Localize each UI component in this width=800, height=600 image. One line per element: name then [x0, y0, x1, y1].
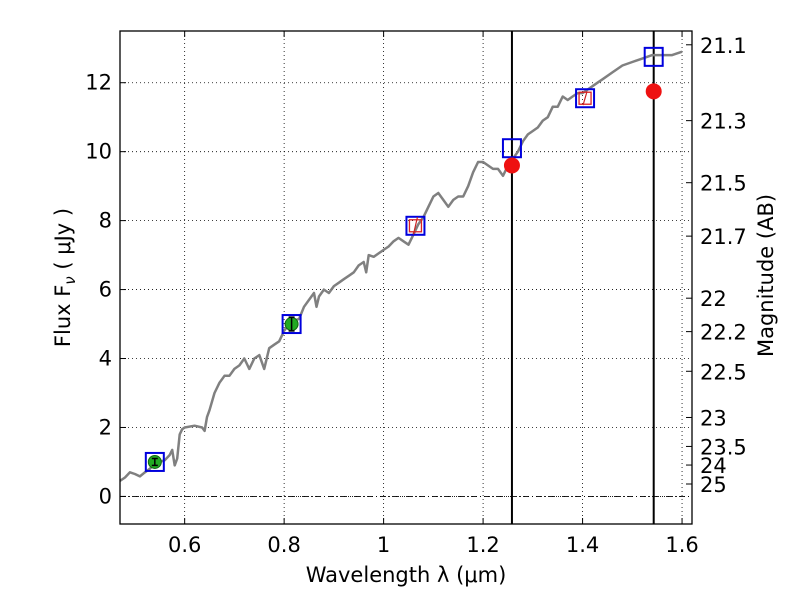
- y2-tick-label: 22.2: [700, 321, 747, 345]
- grid: [120, 31, 692, 524]
- red-point: [645, 83, 662, 100]
- model-box-marker: [281, 314, 302, 335]
- marker-layer: [144, 46, 664, 472]
- y-tick-label: 6: [99, 278, 112, 302]
- x-tick-label: 1: [377, 533, 390, 557]
- y-axis-label-main: Flux F: [51, 285, 75, 347]
- red-open-point: [578, 91, 592, 105]
- red-point: [503, 157, 520, 174]
- model-box-marker: [575, 88, 596, 109]
- y-tick-label: 8: [99, 209, 112, 233]
- model-box-marker: [501, 138, 522, 159]
- y2-tick-label: 21.7: [700, 225, 747, 249]
- y2-axis-label: Magnitude (AB): [754, 194, 778, 357]
- ticks: 0.6 0.8 1 1.2 1.4 1.602468101221.121.321.521.…: [85, 31, 747, 557]
- reference-lines: [120, 31, 692, 524]
- y2-tick-label: 22: [700, 287, 727, 311]
- x-tick-label: 1.4: [566, 533, 599, 557]
- y-tick-label: 2: [99, 415, 112, 439]
- y-axis-label-subscript: ν: [61, 276, 79, 284]
- model-box-marker: [643, 46, 664, 67]
- spectrum-line: [119, 50, 683, 482]
- y2-tick-label: 21.5: [700, 172, 747, 196]
- y2-tick-label: 21.3: [700, 110, 747, 134]
- x-tick-label: 0.8: [267, 533, 300, 557]
- model-box-marker: [144, 451, 165, 472]
- model-box-marker: [405, 215, 426, 236]
- y2-tick-label: 22.5: [700, 360, 747, 384]
- y2-tick-label: 23.5: [700, 435, 747, 459]
- y-axis-label: Flux Fν ( μJy ): [51, 208, 79, 347]
- y2-tick-label: 21.1: [700, 34, 747, 58]
- y-tick-label: 4: [99, 347, 112, 371]
- red-open-point-errorbar: [582, 91, 588, 106]
- x-tick-label: 1.6: [665, 533, 698, 557]
- y2-tick-label: 23: [700, 406, 727, 430]
- x-axis-label: Wavelength λ (μm): [306, 563, 507, 587]
- y2-tick-label: 24: [700, 454, 727, 478]
- y-tick-label: 0: [99, 484, 112, 508]
- plot-frame: [119, 30, 693, 525]
- series-layer: [119, 50, 683, 482]
- y-tick-label: 10: [85, 140, 112, 164]
- y-tick-label: 12: [85, 71, 112, 95]
- x-tick-label: 1.2: [466, 533, 499, 557]
- red-open-point-errorbar: [412, 217, 419, 235]
- y2-tick-label: 25: [700, 473, 727, 497]
- y-axis-label-unit: ( μJy ): [51, 208, 75, 276]
- red-open-point: [408, 219, 423, 233]
- x-tick-label: 0.6: [168, 533, 201, 557]
